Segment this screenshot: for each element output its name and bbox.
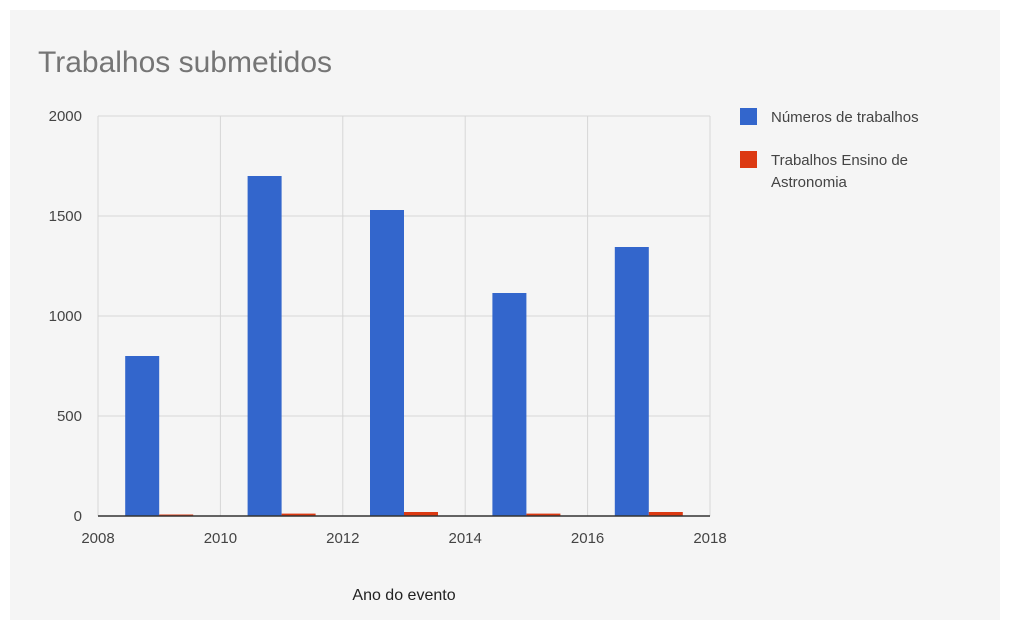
bar-numeros-de-trabalhos-2013 [370, 210, 404, 516]
x-tick-label: 2010 [204, 530, 237, 547]
bar-ensino-de-astronomia-2015 [526, 513, 561, 516]
bar-chart: Trabalhos submetidos 0 500 1000 1500 2000 200… [38, 46, 919, 604]
bar-numeros-de-trabalhos-2017 [614, 247, 649, 516]
legend-label-numeros-de-trabalhos: Números de trabalhos [771, 109, 919, 126]
bar-numeros-de-trabalhos-2015 [492, 293, 527, 516]
x-tick-label: 2018 [693, 530, 726, 547]
x-tick-label: 2016 [571, 530, 604, 547]
bar-ensino-de-astronomia-2013 [404, 512, 438, 516]
y-tick-label: 1500 [49, 208, 82, 225]
chart-title: Trabalhos submetidos [38, 46, 332, 79]
gridlines [97, 115, 711, 516]
y-tick-label: 2000 [49, 108, 82, 125]
y-tick-label: 500 [57, 408, 82, 425]
x-tick-label: 2012 [326, 530, 359, 547]
legend-swatch-numeros-de-trabalhos [740, 108, 757, 125]
legend: Números de trabalhos Trabalhos Ensino de A… [740, 108, 919, 191]
bar-numeros-de-trabalhos-2009 [125, 356, 160, 516]
legend-label-ensino-de-astronomia: Trabalhos Ensino de Astronomia [771, 152, 908, 191]
bar-ensino-de-astronomia-2011 [281, 513, 316, 516]
x-tick-label: 2014 [449, 530, 482, 547]
legend-swatch-ensino-de-astronomia [740, 151, 757, 168]
y-tick-label: 1000 [49, 308, 82, 325]
axes: 0 500 1000 1500 2000 2008 2010 2012 2014 2016 2018 [49, 108, 727, 547]
bar-numeros-de-trabalhos-2011 [247, 176, 282, 516]
x-tick-label: 2008 [81, 530, 114, 547]
x-axis-title: Ano do evento [352, 587, 455, 604]
bar-ensino-de-astronomia-2017 [648, 512, 683, 516]
y-tick-label: 0 [74, 508, 82, 525]
chart-container: Trabalhos submetidos 0 500 1000 1500 2000 200… [10, 10, 1000, 620]
bars [125, 176, 683, 516]
